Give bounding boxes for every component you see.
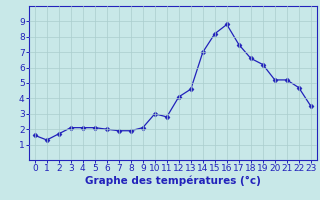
X-axis label: Graphe des températures (°c): Graphe des températures (°c) xyxy=(85,176,261,186)
